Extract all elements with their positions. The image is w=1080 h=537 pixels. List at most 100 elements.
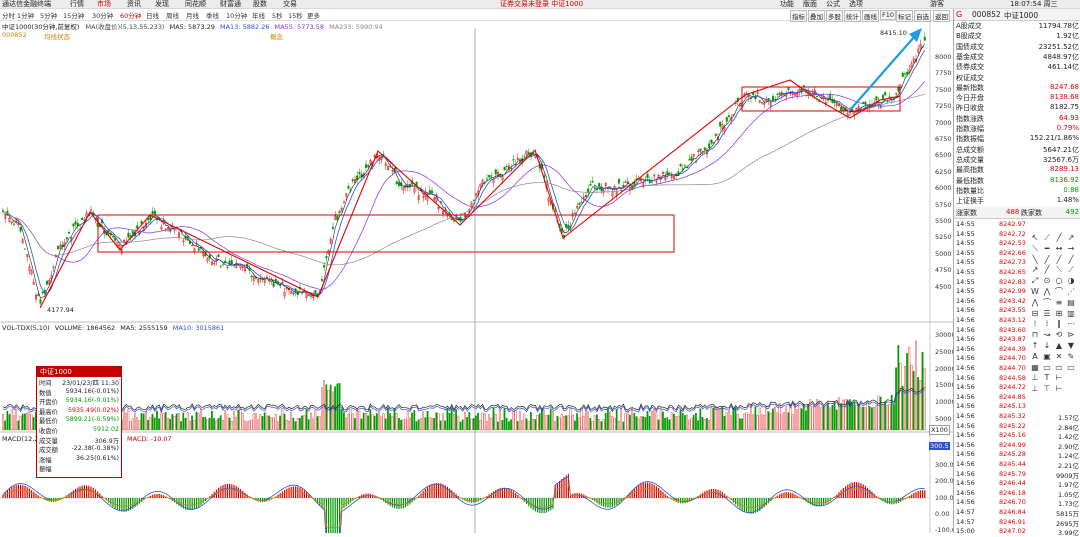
volume-bar [724,416,725,430]
draw-tool-icon[interactable]: ╱ [1066,255,1076,265]
draw-tool-icon[interactable]: ╱ [1042,255,1052,265]
chart-area[interactable] [0,0,953,533]
draw-tool-icon[interactable]: ╱ [1054,255,1064,265]
volume-bar [803,404,804,430]
draw-tool-icon[interactable]: ⊙ [1042,276,1052,286]
macd-bar [737,498,738,507]
draw-tool-icon[interactable]: ⊟ [1030,309,1040,319]
volume-bar [227,415,228,430]
draw-tool-icon[interactable]: A [1030,352,1040,362]
draw-tool-icon[interactable]: ⟲ [1054,330,1064,340]
draw-tool-icon[interactable]: ⋀ [1042,287,1052,297]
draw-tool-icon[interactable]: ↔ [1054,244,1064,254]
trade-price: 8245.32 [999,412,1026,420]
ma-line [3,44,925,298]
draw-tool-icon[interactable]: ≡ [1054,298,1064,308]
draw-tool-icon[interactable]: ✕ [1054,352,1064,362]
volume-bar [229,418,230,430]
volume-bar [574,421,575,430]
draw-tool-icon[interactable]: ⋀ [1030,298,1040,308]
volume-bar [535,419,536,430]
draw-tool-icon[interactable]: ↑ [1030,341,1040,351]
candle-body [273,283,275,287]
draw-tool-icon[interactable]: ━ [1042,244,1052,254]
draw-tool-icon[interactable]: ⟍ [1054,265,1064,275]
draw-tool-icon[interactable]: ⟋ [1042,233,1052,243]
draw-tool-icon[interactable]: ✎ [1066,352,1076,362]
candle-body [684,166,686,167]
draw-tool-icon[interactable] [1066,373,1076,383]
stat-label: 国债成交 [956,42,984,52]
ma-line [3,81,925,289]
draw-tool-icon[interactable]: ⤢ [1030,276,1040,286]
draw-tool-icon[interactable]: W [1030,287,1040,297]
draw-tool-icon[interactable]: ⊢ [1054,384,1064,394]
candle-body [293,293,295,294]
trade-time: 14:55 [956,258,975,266]
draw-tool-icon[interactable]: ↗ [1030,265,1040,275]
candle-body [884,92,886,95]
draw-tool-icon[interactable]: ▭ [1066,363,1076,373]
macd-value: MACD: -10.07 [127,435,172,443]
draw-tool-icon[interactable]: ⊥ [1030,373,1040,383]
draw-tool-icon[interactable]: ↝ [1042,330,1052,340]
draw-tool-icon[interactable]: ╱ [1054,233,1064,243]
yaxis-tick: 300.0 [935,461,954,469]
draw-tool-icon[interactable]: ◑ [1066,276,1076,286]
volume-bar [770,413,771,430]
draw-tool-icon[interactable]: ↖ [1030,233,1040,243]
draw-tool-icon[interactable]: ⊳ [1066,330,1076,340]
draw-tool-icon[interactable]: ⋰ [1066,287,1076,297]
macd-bar [546,498,547,513]
volume-bar [352,414,353,430]
draw-tool-icon[interactable]: ⊢ [1054,373,1064,383]
draw-tool-icon[interactable]: ⟍ [1030,244,1040,254]
draw-tool-icon[interactable]: T [1042,373,1052,383]
draw-tool-icon[interactable]: ⟋ [1066,265,1076,275]
macd-bar [73,490,74,498]
down-count: 492 [1066,208,1079,216]
draw-tool-icon[interactable]: ⊞ [1054,309,1064,319]
volume-bar [493,408,494,430]
draw-tool-icon[interactable]: ⁞ [1042,319,1052,329]
volume-bar [763,415,764,430]
draw-tool-icon[interactable]: ▲ [1054,341,1064,351]
stat-label: 今日开盘 [956,93,984,103]
draw-tool-icon[interactable]: ○ [1054,276,1064,286]
draw-tool-icon[interactable]: ▼ [1066,341,1076,351]
volume-bar [550,409,551,430]
volume-bar [290,412,291,430]
macd-bar [194,498,195,509]
draw-tool-icon[interactable]: ╲ [1030,255,1040,265]
draw-tool-icon[interactable]: ⊓ [1030,330,1040,340]
draw-tool-icon[interactable]: ⌒ [1054,287,1064,297]
draw-tool-icon[interactable]: ⊤ [1042,384,1052,394]
draw-tool-icon[interactable]: ↓ [1042,341,1052,351]
volume-bar [847,403,848,430]
macd-bar [321,498,322,508]
draw-tool-icon[interactable]: ⌒ [1042,298,1052,308]
draw-tool-icon[interactable]: ⋯ [1066,319,1076,329]
draw-tool-icon[interactable]: ‖ [1054,319,1064,329]
draw-tool-icon[interactable]: ⁞ [1030,319,1040,329]
draw-tool-icon[interactable]: ⊥ [1030,384,1040,394]
draw-tool-icon[interactable]: → [1066,244,1076,254]
volume-bar [603,419,604,430]
draw-tool-icon[interactable]: ↗ [1066,233,1076,243]
draw-tool-icon[interactable]: ▭ [1042,363,1052,373]
draw-tool-icon[interactable]: ▦ [1030,363,1040,373]
draw-tool-icon[interactable] [1066,384,1076,394]
macd-bar [112,498,113,507]
draw-tool-icon[interactable]: ▭ [1054,363,1064,373]
draw-tool-icon[interactable]: ╱ [1042,265,1052,275]
volume-bar [429,418,430,430]
candle-body [136,226,138,229]
macd-bar [638,485,639,498]
draw-tool-icon[interactable]: ☰ [1042,309,1052,319]
draw-tool-icon[interactable]: ▣ [1042,352,1052,362]
draw-tool-icon[interactable]: ▥ [1066,309,1076,319]
draw-tool-icon[interactable]: ▤ [1066,298,1076,308]
